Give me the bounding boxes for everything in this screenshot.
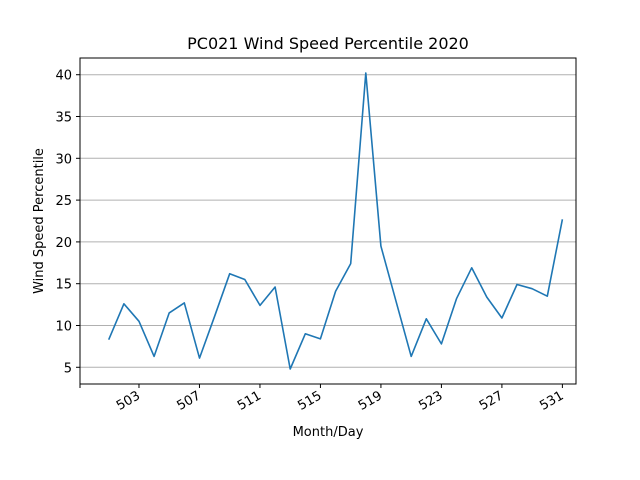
data-point — [486, 296, 488, 298]
data-point — [259, 304, 261, 306]
chart-title: PC021 Wind Speed Percentile 2020 — [187, 34, 469, 53]
data-point — [123, 303, 125, 305]
y-tick-label: 25 — [55, 194, 72, 209]
y-tick-label: 20 — [55, 236, 72, 251]
x-axis-label: Month/Day — [293, 425, 364, 440]
data-point — [455, 298, 457, 300]
data-point — [410, 355, 412, 357]
data-point — [349, 262, 351, 264]
data-point — [289, 368, 291, 370]
y-tick-label: 10 — [55, 319, 72, 334]
data-point — [168, 312, 170, 314]
data-point — [516, 283, 518, 285]
data-point — [334, 290, 336, 292]
data-point — [274, 286, 276, 288]
data-point — [213, 315, 215, 317]
data-point — [380, 245, 382, 247]
data-point — [561, 218, 563, 220]
data-point — [304, 333, 306, 335]
data-point — [501, 317, 503, 319]
data-point — [531, 288, 533, 290]
y-axis-ticks: 5 10 15 20 25 30 35 40 — [55, 69, 80, 376]
plot-frame — [79, 57, 577, 385]
data-point — [138, 320, 140, 322]
y-tick-label: 15 — [55, 278, 72, 293]
data-point — [425, 318, 427, 320]
data-point — [153, 355, 155, 357]
data-point — [108, 338, 110, 340]
grid — [80, 74, 576, 368]
y-tick-label: 40 — [55, 69, 72, 84]
y-axis-label: Wind Speed Percentile — [32, 148, 47, 294]
data-point — [319, 338, 321, 340]
data-point — [546, 295, 548, 297]
data-point — [470, 267, 472, 269]
data-point — [395, 300, 397, 302]
data-point — [198, 357, 200, 359]
data-point — [183, 302, 185, 304]
y-tick-label: 30 — [55, 152, 72, 167]
data-point — [365, 72, 367, 74]
plot-series — [107, 72, 564, 370]
data-point — [440, 343, 442, 345]
data-point — [229, 272, 231, 274]
data-point — [244, 278, 246, 280]
series-line-0 — [107, 72, 564, 370]
y-tick-label: 5 — [64, 361, 72, 376]
y-tick-label: 35 — [55, 111, 72, 126]
